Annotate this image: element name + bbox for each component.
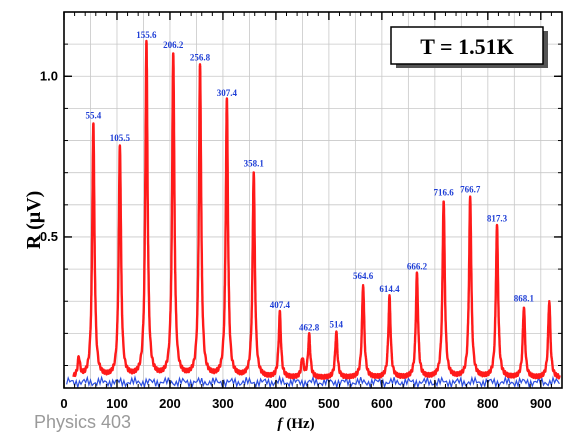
x-axis-label: f (Hz) [277,416,314,432]
peak-point [172,52,175,55]
peak-point [145,42,148,46]
peak-label: 868.1 [514,294,535,304]
peak-label: 256.8 [190,53,211,63]
annotation-box: T = 1.51K [390,26,548,68]
x-tick-label: 300 [212,396,234,411]
peak-label: 666.2 [407,262,428,272]
peak-point [92,123,95,126]
annotation-frame [390,26,544,65]
x-axis-unit: (Hz) [286,416,314,432]
peak-label: 614.4 [379,284,400,294]
peak-point [468,197,472,200]
peak-point [198,65,202,68]
plot-frame [63,11,563,389]
peak-point [361,283,365,287]
peak-label: 817.3 [487,213,508,223]
x-tick-label: 600 [371,396,393,411]
peak-point [252,171,255,174]
peak-label: 564.6 [353,271,374,281]
x-axis-symbol: f [277,416,284,432]
peak-point [442,200,445,203]
baseline-trace [66,374,560,390]
y-axis-label: R (μV) [23,191,45,250]
x-tick-label: 0 [60,396,67,411]
series-layer [72,39,561,380]
y-tick-label: 0.5 [40,229,58,244]
baseline-layer [66,374,560,390]
x-tick-label: 700 [424,396,446,411]
peak-point [522,306,526,309]
peak-label: 105.5 [110,133,131,143]
peak-point [335,332,338,335]
peak-point [495,226,499,229]
peak-label: 462.8 [299,323,320,333]
temperature-label: T = 1.51K [420,34,513,59]
y-tick-label: 1.0 [40,68,58,83]
peak-label: 206.2 [163,40,184,50]
peak-point [278,312,282,316]
peak-point [118,145,122,149]
peak-point [415,274,419,277]
peak-label: 766.7 [460,184,481,194]
x-tick-label: 800 [477,396,499,411]
peak-point [225,100,229,104]
x-tick-label: 200 [159,396,181,411]
x-tick-label: 100 [106,396,128,411]
peak-label: 155.6 [136,30,157,40]
peak-label: 407.4 [270,300,291,310]
peak-point [548,300,551,303]
peak-labels: 55.4 105.5 155.6 206.2 256.8 307.4 358.1 407.4 4… [85,30,534,332]
peak-point [388,296,391,300]
peak-label: 358.1 [244,159,265,169]
peak-label: 716.6 [434,188,455,198]
peak-label: 514 [330,319,344,329]
axis-ticks: 0 100 200 300 400 500 600 700 800 900 0.5 1.0 [40,12,562,411]
peak-point [307,335,311,338]
x-tick-label: 400 [265,396,287,411]
resonance-series [72,39,561,380]
peak-label: 307.4 [217,88,238,98]
footer-text: Physics 403 [34,412,132,432]
peak-label: 55.4 [85,110,101,120]
x-tick-label: 500 [318,396,340,411]
x-tick-label: 900 [530,396,552,411]
